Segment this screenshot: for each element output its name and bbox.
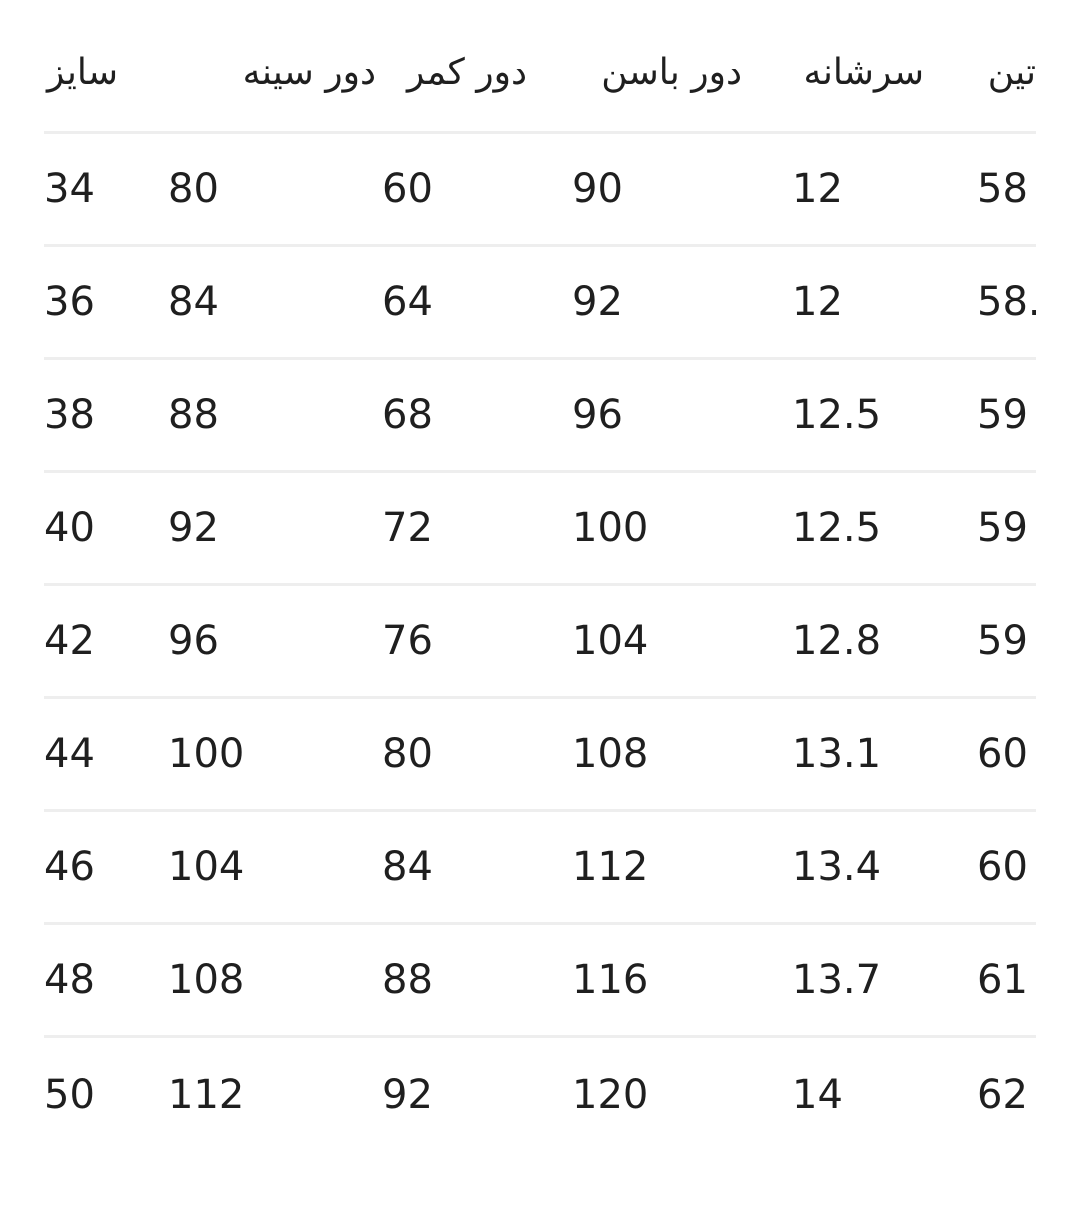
table-row: 44 100 80 108 13.1 60 — [44, 699, 1036, 812]
table-cell: 104 — [572, 618, 649, 664]
header-hip: دور باسن — [601, 52, 742, 93]
table-cell: 60 — [382, 166, 433, 212]
header-waist: دور کمر — [406, 52, 527, 93]
table-header-row: سایز دور سینه دور کمر دور باسن سرشانه تی… — [44, 0, 1036, 134]
table-cell: 64 — [382, 279, 433, 325]
header-chest: دور سینه — [242, 52, 376, 93]
table-cell: 12 — [792, 166, 843, 212]
table-cell: 40 — [44, 505, 95, 551]
table-cell: 46 — [44, 844, 95, 890]
header-size: سایز — [46, 52, 118, 93]
table-cell: 120 — [572, 1071, 649, 1118]
table-cell: 36 — [44, 279, 95, 325]
header-shoulder: سرشانه — [803, 52, 924, 93]
table-cell: 59 — [977, 618, 1028, 664]
table-cell: 112 — [572, 844, 649, 890]
table-cell: 12.5 — [792, 392, 882, 438]
table-cell: 92 — [168, 505, 219, 551]
table-cell: 60 — [977, 844, 1028, 890]
table-cell: 58. — [977, 279, 1036, 325]
table-cell: 112 — [168, 1071, 245, 1118]
table-cell: 61 — [977, 957, 1028, 1003]
table-cell: 59 — [977, 392, 1028, 438]
table-cell: 88 — [382, 957, 433, 1003]
table-cell: 60 — [977, 731, 1028, 777]
table-cell: 38 — [44, 392, 95, 438]
table-cell: 84 — [382, 844, 433, 890]
table-cell: 48 — [44, 957, 95, 1003]
table-cell: 72 — [382, 505, 433, 551]
table-cell: 14 — [792, 1071, 843, 1118]
table-cell: 34 — [44, 166, 95, 212]
table-cell: 100 — [572, 505, 649, 551]
table-row: 40 92 72 100 12.5 59 — [44, 473, 1036, 586]
table-row: 36 84 64 92 12 58. — [44, 247, 1036, 360]
table-cell: 12 — [792, 279, 843, 325]
table-cell: 80 — [382, 731, 433, 777]
table-cell: 84 — [168, 279, 219, 325]
table-cell: 100 — [168, 731, 245, 777]
table-cell: 88 — [168, 392, 219, 438]
table-cell: 96 — [168, 618, 219, 664]
table-cell: 80 — [168, 166, 219, 212]
table-cell: 76 — [382, 618, 433, 664]
table-cell: 90 — [572, 166, 623, 212]
table-row: 42 96 76 104 12.8 59 — [44, 586, 1036, 699]
table-cell: 108 — [572, 731, 649, 777]
table-cell: 13.7 — [792, 957, 882, 1003]
table-row: 50 112 92 120 14 62 — [44, 1038, 1036, 1151]
table-cell: 59 — [977, 505, 1028, 551]
table-cell: 108 — [168, 957, 245, 1003]
table-row: 46 104 84 112 13.4 60 — [44, 812, 1036, 925]
table-cell: 62 — [977, 1071, 1028, 1118]
table-cell: 92 — [572, 279, 623, 325]
table-cell: 68 — [382, 392, 433, 438]
table-row: 34 80 60 90 12 58 — [44, 134, 1036, 247]
table-cell: 12.5 — [792, 505, 882, 551]
table-cell: 42 — [44, 618, 95, 664]
table-cell: 50 — [44, 1071, 95, 1118]
table-cell: 116 — [572, 957, 649, 1003]
table-cell: 104 — [168, 844, 245, 890]
table-cell: 12.8 — [792, 618, 882, 664]
size-chart-table: سایز دور سینه دور کمر دور باسن سرشانه تی… — [44, 0, 1036, 1151]
table-cell: 96 — [572, 392, 623, 438]
table-cell: 13.4 — [792, 844, 882, 890]
table-cell: 92 — [382, 1071, 433, 1118]
table-row: 48 108 88 116 13.7 61 — [44, 925, 1036, 1038]
table-cell: 58 — [977, 166, 1028, 212]
header-sleeve: تین — [987, 52, 1036, 93]
table-cell: 44 — [44, 731, 95, 777]
table-row: 38 88 68 96 12.5 59 — [44, 360, 1036, 473]
table-cell: 13.1 — [792, 731, 882, 777]
